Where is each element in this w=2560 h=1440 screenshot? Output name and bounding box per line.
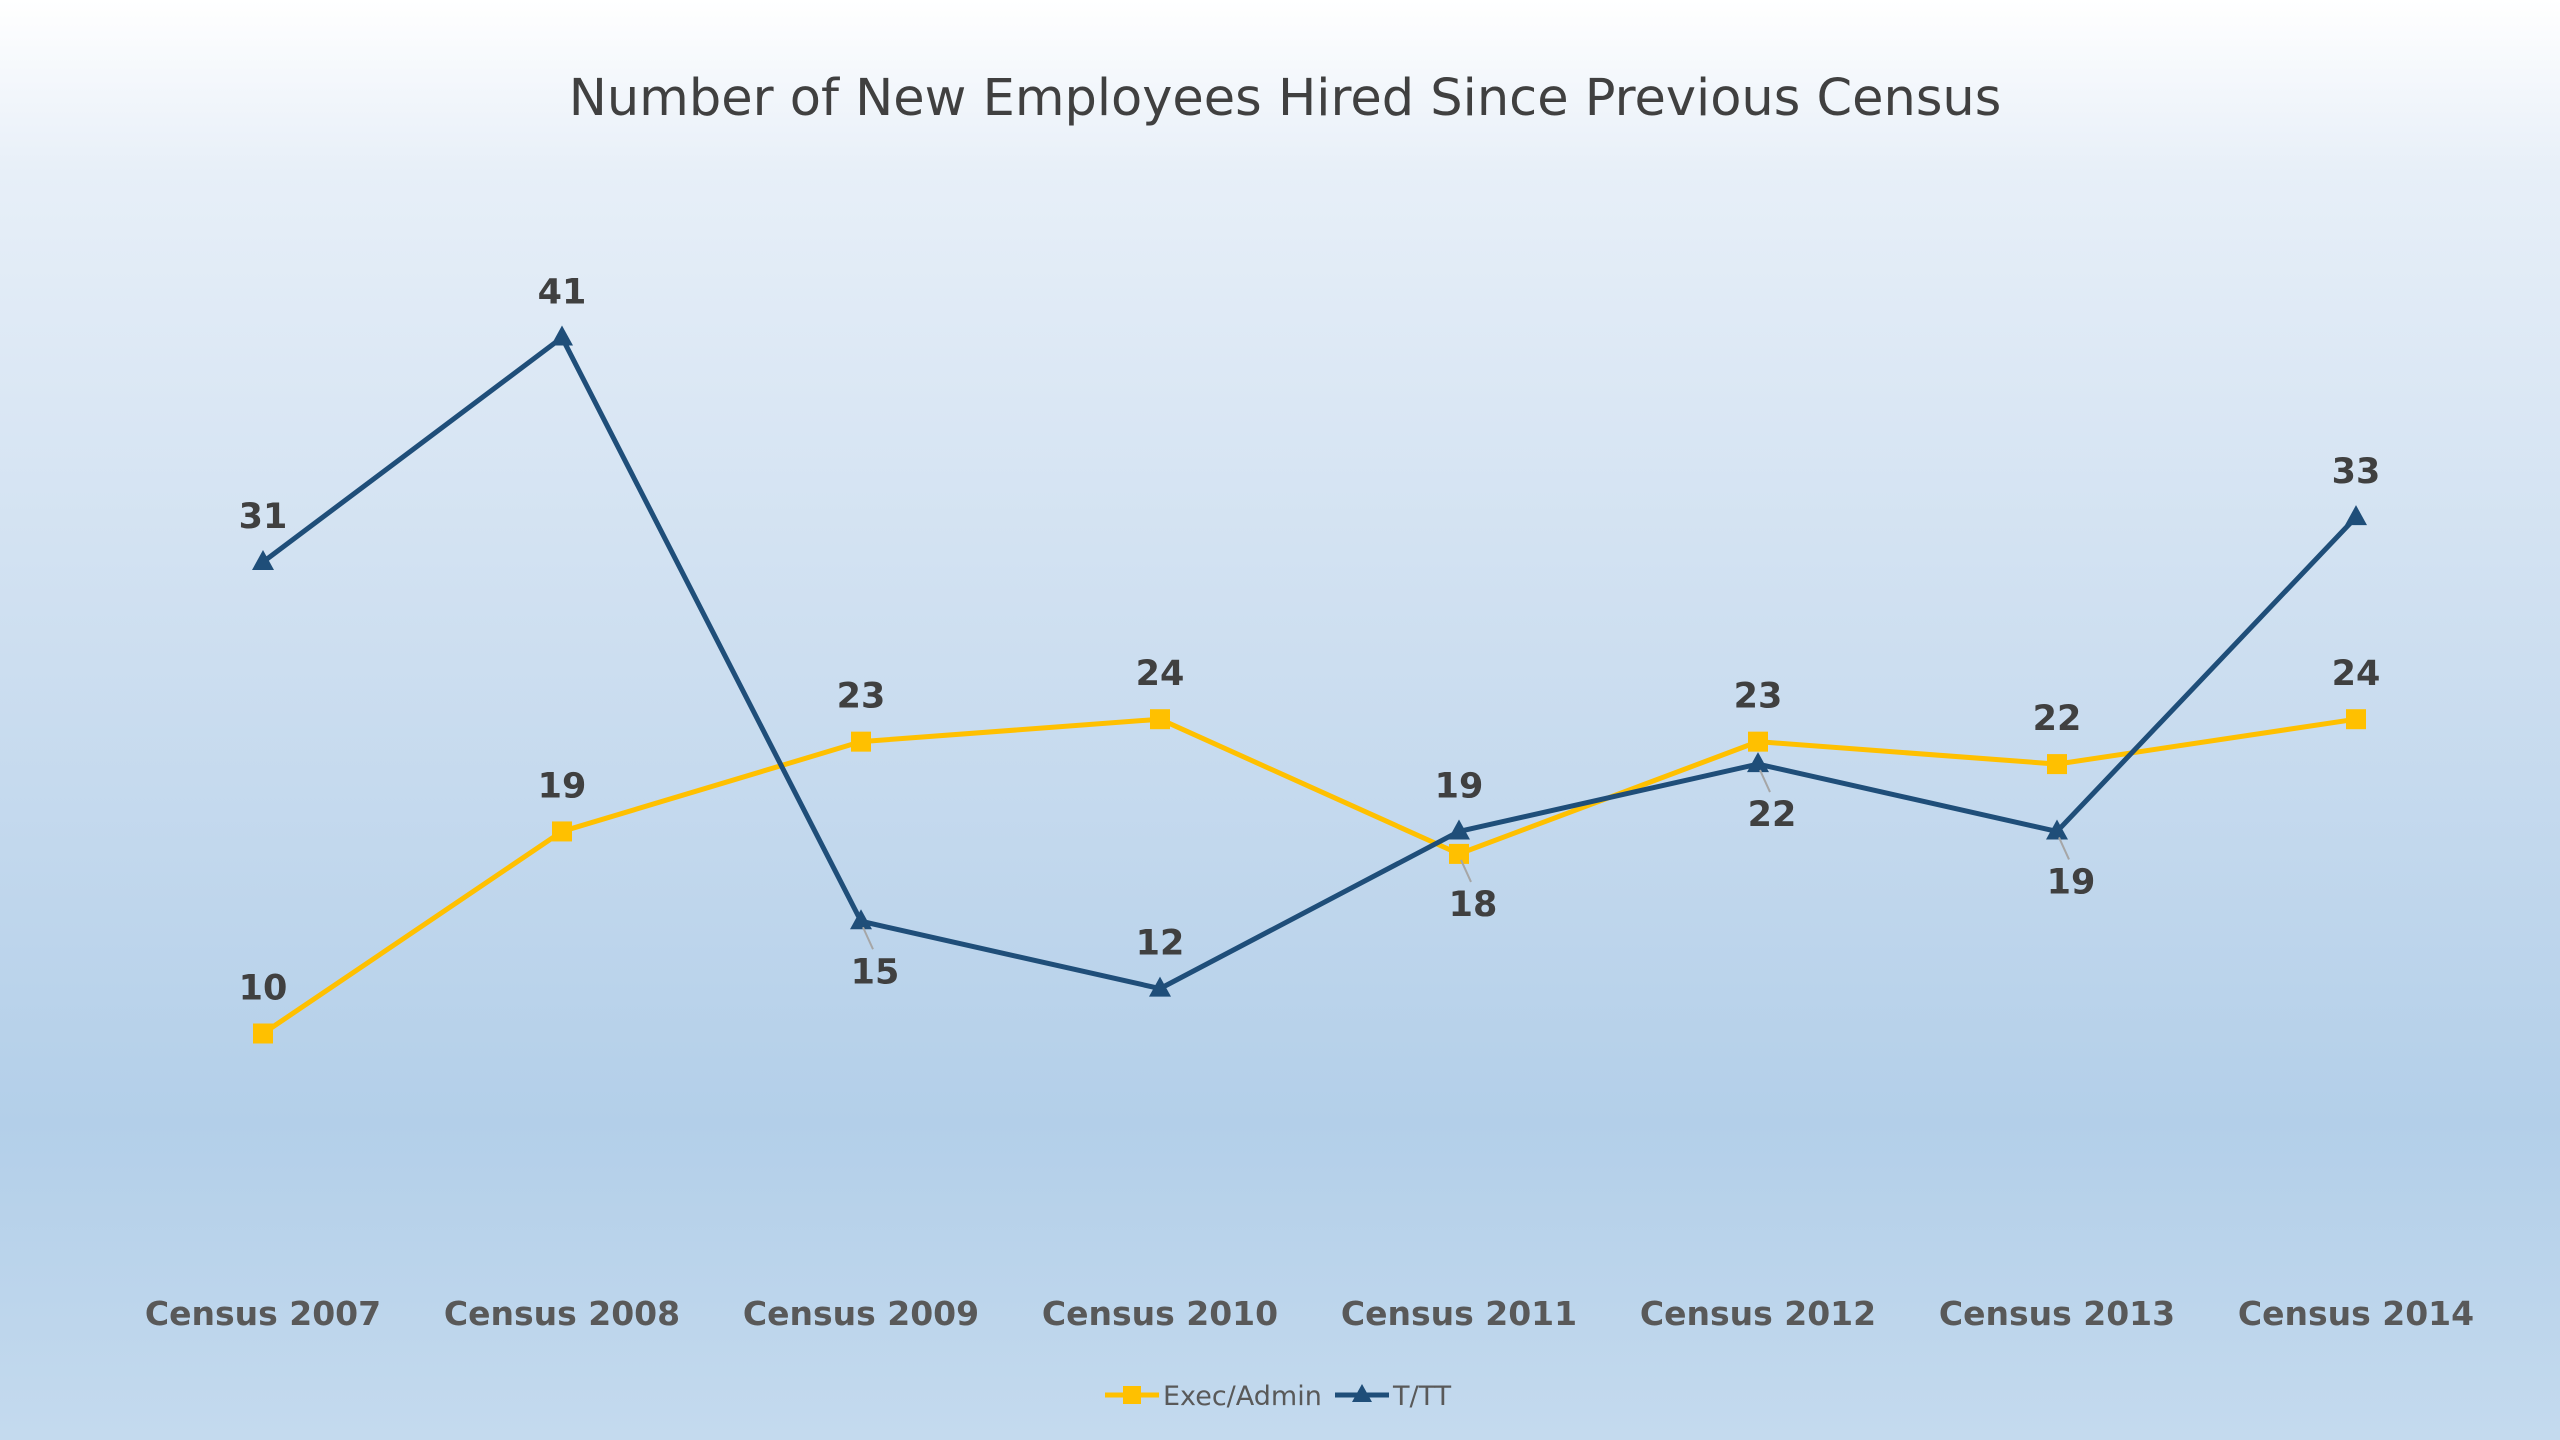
data-point-marker — [552, 821, 572, 842]
data-label-leader — [1759, 769, 1771, 793]
x-tick-label: Census 2007 — [145, 1294, 381, 1333]
data-point-marker — [850, 909, 872, 930]
x-tick-label: Census 2013 — [1939, 1294, 2175, 1333]
legend-entry: T/TT — [1335, 1381, 1452, 1412]
data-label-leader — [1460, 859, 1472, 883]
x-axis: Census 2007 Census 2008 Census 2009 Census … — [145, 1294, 2474, 1333]
data-label: 19 — [1435, 766, 1484, 806]
x-tick-label: Census 2008 — [444, 1294, 680, 1333]
data-label: 23 — [837, 677, 886, 717]
data-label-leader — [2058, 837, 2070, 860]
series-exec-admin — [253, 709, 2366, 1044]
data-label: 33 — [2332, 452, 2381, 492]
chart-title: Number of New Employees Hired Since Prev… — [569, 69, 2002, 128]
data-label: 24 — [1136, 654, 1185, 694]
x-tick-label: Census 2010 — [1042, 1294, 1278, 1333]
series-line — [260, 335, 2359, 992]
data-point-marker — [1449, 843, 1469, 864]
series-layer — [252, 325, 2367, 1044]
data-label-layer: 10 19 23 24 18 23 22 24 31 41 15 12 19 22 19 33 — [239, 273, 2381, 1009]
data-label: 18 — [1449, 885, 1498, 925]
data-label: 12 — [1136, 924, 1185, 964]
series-t-tt — [252, 325, 2367, 997]
data-label: 10 — [239, 969, 288, 1009]
data-label: 22 — [2033, 699, 2082, 739]
legend-marker — [1123, 1386, 1141, 1404]
data-label: 24 — [2332, 654, 2381, 694]
x-tick-label: Census 2011 — [1341, 1294, 1577, 1333]
data-point-marker — [2346, 709, 2366, 730]
x-tick-label: Census 2009 — [743, 1294, 979, 1333]
data-label: 41 — [538, 273, 587, 313]
legend-label: Exec/Admin — [1163, 1381, 1322, 1412]
data-label: 19 — [538, 766, 587, 806]
data-point-marker — [1748, 731, 1768, 752]
data-label: 31 — [239, 497, 288, 537]
data-point-marker — [2047, 754, 2067, 775]
data-point-marker — [1149, 976, 1171, 997]
data-point-marker — [2046, 819, 2068, 840]
data-point-marker — [1448, 819, 1470, 840]
data-point-marker — [1747, 752, 1769, 773]
x-tick-label: Census 2012 — [1640, 1294, 1876, 1333]
data-point-marker — [551, 325, 573, 346]
data-point-marker — [851, 731, 871, 752]
data-label: 15 — [851, 952, 900, 992]
data-label-leader — [862, 926, 874, 950]
legend-entry: Exec/Admin — [1105, 1381, 1322, 1412]
data-label: 23 — [1734, 677, 1783, 717]
legend-marker — [1352, 1384, 1372, 1402]
data-point-marker — [1150, 709, 1170, 730]
legend: Exec/Admin T/TT — [1105, 1381, 1452, 1412]
data-point-marker — [253, 1023, 273, 1044]
legend-label: T/TT — [1392, 1381, 1452, 1412]
series-line — [260, 716, 2359, 1036]
data-label: 19 — [2047, 862, 2096, 902]
data-point-marker — [2345, 505, 2367, 526]
data-point-marker — [252, 550, 274, 571]
data-label: 22 — [1748, 795, 1797, 835]
x-tick-label: Census 2014 — [2238, 1294, 2474, 1333]
